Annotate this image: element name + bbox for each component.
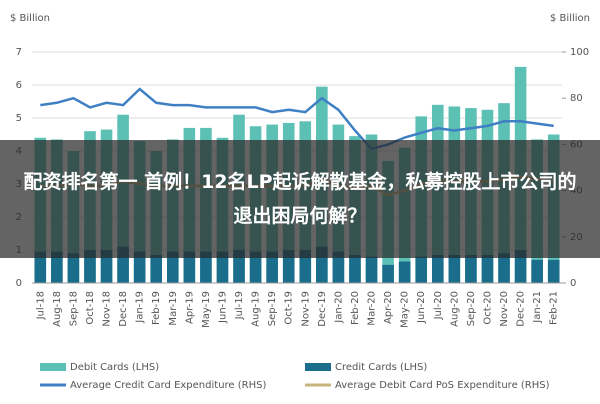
bar [382, 264, 394, 283]
y2-tick-label: 100 [570, 47, 589, 58]
y-tick-label: 7 [16, 47, 22, 58]
x-tick-label: May-20 [400, 291, 411, 328]
bar [514, 250, 527, 283]
legend-swatch [40, 363, 66, 371]
line [40, 87, 554, 151]
y-tick-label: 0 [16, 278, 22, 289]
x-tick-label: Jun-19 [217, 291, 228, 324]
x-tick-label: Oct-20 [482, 291, 493, 325]
x-tick-label: Dec-20 [516, 291, 527, 327]
bar [166, 251, 179, 283]
y2-tick-label: 80 [570, 93, 583, 104]
bar [233, 250, 245, 283]
bar [431, 254, 444, 283]
bar [498, 253, 510, 283]
x-tick-label: Feb-21 [549, 291, 560, 325]
bar [465, 254, 477, 283]
bar [84, 250, 96, 283]
x-tick-label: Jan-21 [532, 291, 543, 324]
x-tick-label: Aug-20 [449, 291, 460, 327]
bar [200, 251, 212, 283]
overlay-title: 配资排名第一 首例！12名LP起诉解散基金，私募控股上市公司的退出困局何解？ [23, 171, 577, 227]
y2-tick-label: 0 [570, 278, 576, 289]
overlay-banner: 配资排名第一 首例！12名LP起诉解散基金，私募控股上市公司的退出困局何解？ [0, 140, 600, 258]
bar [100, 250, 113, 283]
y-tick-label: 6 [16, 80, 22, 91]
x-tick-label: Sep-19 [267, 291, 278, 326]
x-tick-label: Apr-20 [383, 291, 394, 324]
bar [51, 251, 63, 283]
legend-label: Debit Cards (LHS) [70, 362, 159, 373]
bar [150, 254, 163, 283]
bar [365, 256, 378, 283]
bar [34, 251, 47, 283]
x-tick-label: Dec-18 [118, 291, 129, 327]
x-tick-label: Feb-19 [151, 291, 162, 325]
x-tick-label: Sep-18 [68, 291, 79, 326]
bar [398, 261, 411, 283]
x-tick-label: Oct-18 [85, 291, 96, 325]
bar [448, 254, 461, 283]
legend-label: Credit Cards (LHS) [335, 362, 427, 373]
x-tick-label: Feb-20 [350, 291, 361, 325]
y2-axis-label: $ Billion [550, 13, 590, 24]
x-tick-label: Jul-19 [234, 291, 245, 320]
x-tick-label: Jun-20 [416, 291, 427, 324]
x-tick-label: Mar-19 [168, 291, 179, 326]
bar [332, 251, 345, 283]
bar [133, 251, 146, 283]
x-tick-label: Nov-18 [102, 291, 113, 327]
x-tick-label: Dec-19 [317, 291, 328, 327]
bar [415, 256, 428, 283]
legend-swatch [305, 363, 331, 371]
bar [282, 250, 295, 283]
x-tick-label: May-19 [201, 291, 212, 328]
bar [481, 254, 494, 283]
bar [117, 246, 129, 283]
x-tick-label: Jan-20 [333, 291, 344, 324]
legend-label: Average Debit Card PoS Expenditure (RHS) [335, 380, 550, 391]
bar [316, 246, 328, 283]
x-tick-label: Mar-20 [367, 291, 378, 326]
x-tick-label: Oct-19 [284, 291, 295, 325]
x-tick-label: Aug-19 [251, 291, 262, 327]
bar [531, 259, 543, 283]
x-tick-label: Sep-20 [466, 291, 477, 326]
x-tick-label: Apr-19 [184, 291, 195, 324]
x-tick-label: Nov-19 [300, 291, 311, 327]
x-tick-label: Jul-20 [433, 291, 444, 320]
legend-label: Average Credit Card Expenditure (RHS) [70, 380, 266, 391]
bar [547, 259, 560, 283]
bar [299, 250, 312, 283]
x-tick-label: Jul-18 [35, 291, 46, 320]
bar [249, 251, 262, 283]
bar [266, 251, 278, 283]
x-tick-label: Aug-18 [52, 291, 63, 327]
bar [183, 251, 196, 283]
bar [349, 254, 361, 283]
x-tick-label: Nov-20 [499, 291, 510, 327]
y-tick-label: 5 [16, 113, 22, 124]
y-axis-label: $ Billion [10, 13, 50, 24]
x-tick-label: Jan-19 [135, 291, 146, 324]
bar [216, 251, 229, 283]
bar [67, 253, 80, 283]
